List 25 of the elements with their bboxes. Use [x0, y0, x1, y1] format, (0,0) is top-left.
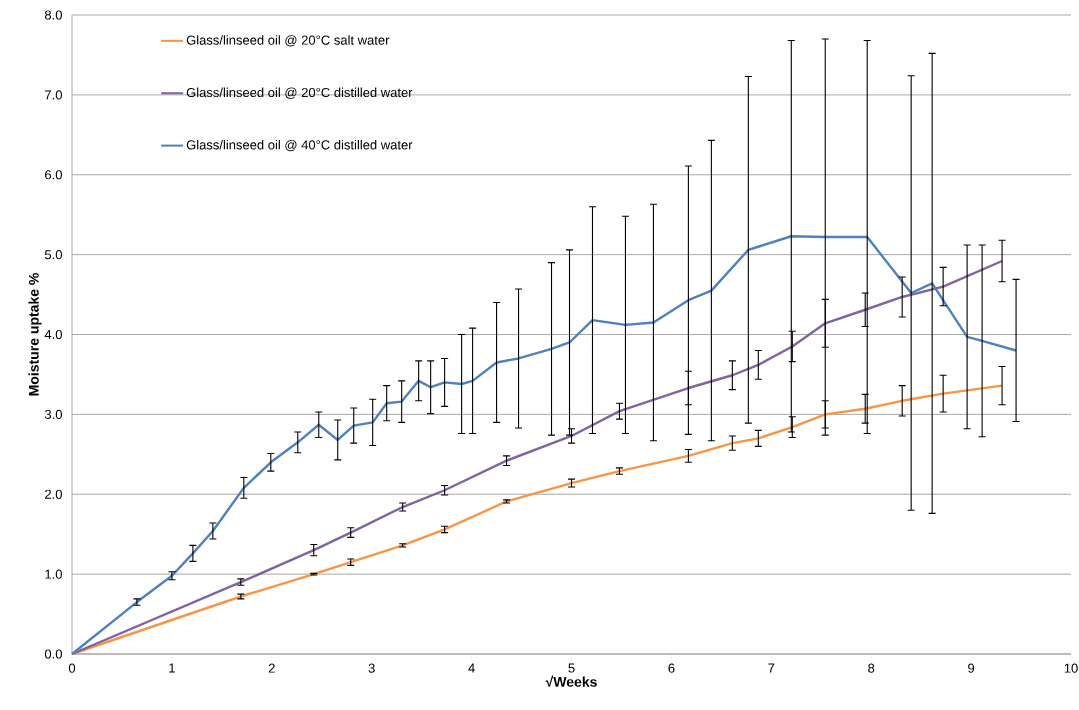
y-axis-title: Moisture uptake % — [28, 273, 42, 396]
y-tick-label: 4.0 — [44, 329, 62, 340]
y-tick-label: 8.0 — [44, 10, 62, 20]
x-tick-label: 1 — [169, 663, 175, 673]
x-tick-label: 9 — [968, 663, 975, 673]
legend-label: Glass/linseed oil @ 40°C distilled water — [186, 139, 413, 152]
y-tick-label: 7.0 — [45, 90, 62, 100]
y-tick-label: 2.0 — [45, 489, 62, 499]
x-tick-label: 8 — [868, 663, 875, 673]
x-tick-label: 3 — [368, 663, 375, 673]
x-tick-label: 6 — [668, 663, 675, 673]
y-tick-label: 3.0 — [44, 409, 62, 419]
x-tick-label: 4 — [468, 663, 475, 673]
x-tick-label: 0 — [68, 663, 76, 673]
x-axis-title: √Weeks — [545, 675, 597, 687]
y-tick-label: 6.0 — [45, 170, 62, 180]
x-tick-label: 7 — [768, 663, 775, 673]
legend-label: Glass/linseed oil @ 20°C salt water — [186, 35, 390, 47]
y-tick-label: 5.0 — [44, 250, 62, 260]
y-tick-label: 1.0 — [45, 569, 62, 579]
y-tick-label: 0.0 — [44, 649, 62, 659]
x-tick-label: 2 — [268, 663, 275, 673]
legend-label: Glass/linseed oil @ 20°C distilled water — [186, 87, 413, 99]
x-tick-label: 10 — [1064, 663, 1078, 673]
x-tick-label: 5 — [568, 663, 575, 673]
